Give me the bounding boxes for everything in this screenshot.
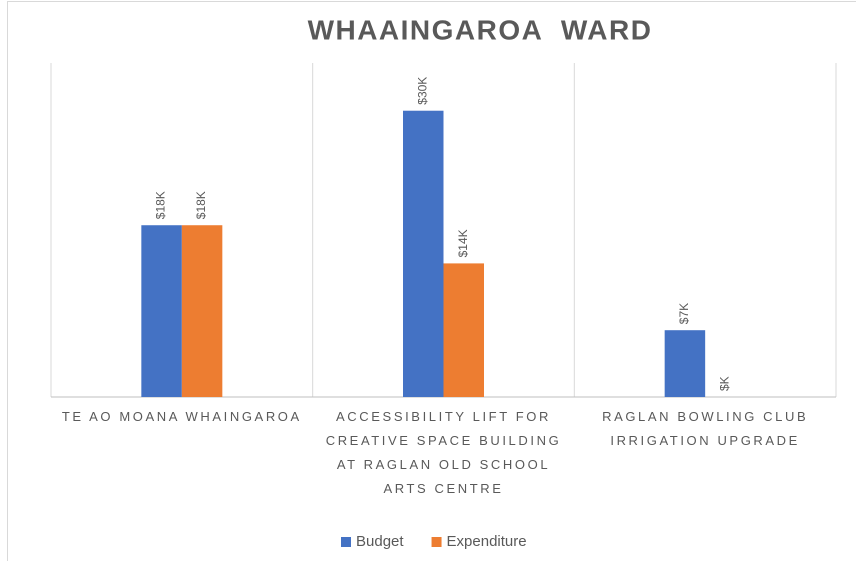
x-tick-label: TE AO MOANA WHAINGAROA [61, 409, 302, 424]
bar [664, 330, 706, 397]
chart-title: WHAAINGAROA WARD [308, 14, 653, 45]
legend-swatch [341, 537, 351, 547]
bar [443, 263, 484, 397]
legend-label: Expenditure [447, 533, 527, 550]
bar [181, 225, 223, 397]
bar [141, 225, 182, 397]
data-label: $K [718, 376, 732, 391]
bar [403, 110, 444, 397]
data-label: $30K [415, 77, 429, 105]
legend-swatch [431, 537, 442, 547]
data-label: $18K [154, 191, 168, 219]
x-tick-label: ACCESSIBILITY LIFT FOR CREATIVE SPACE BU… [325, 409, 562, 496]
legend-label: Budget [356, 533, 404, 550]
data-label: $14K [456, 229, 470, 257]
data-label: $18K [194, 191, 208, 219]
x-tick-label: RAGLAN BOWLING CLUB IRRIGATION UPGRADE [602, 409, 809, 448]
data-label: $7K [677, 303, 691, 324]
